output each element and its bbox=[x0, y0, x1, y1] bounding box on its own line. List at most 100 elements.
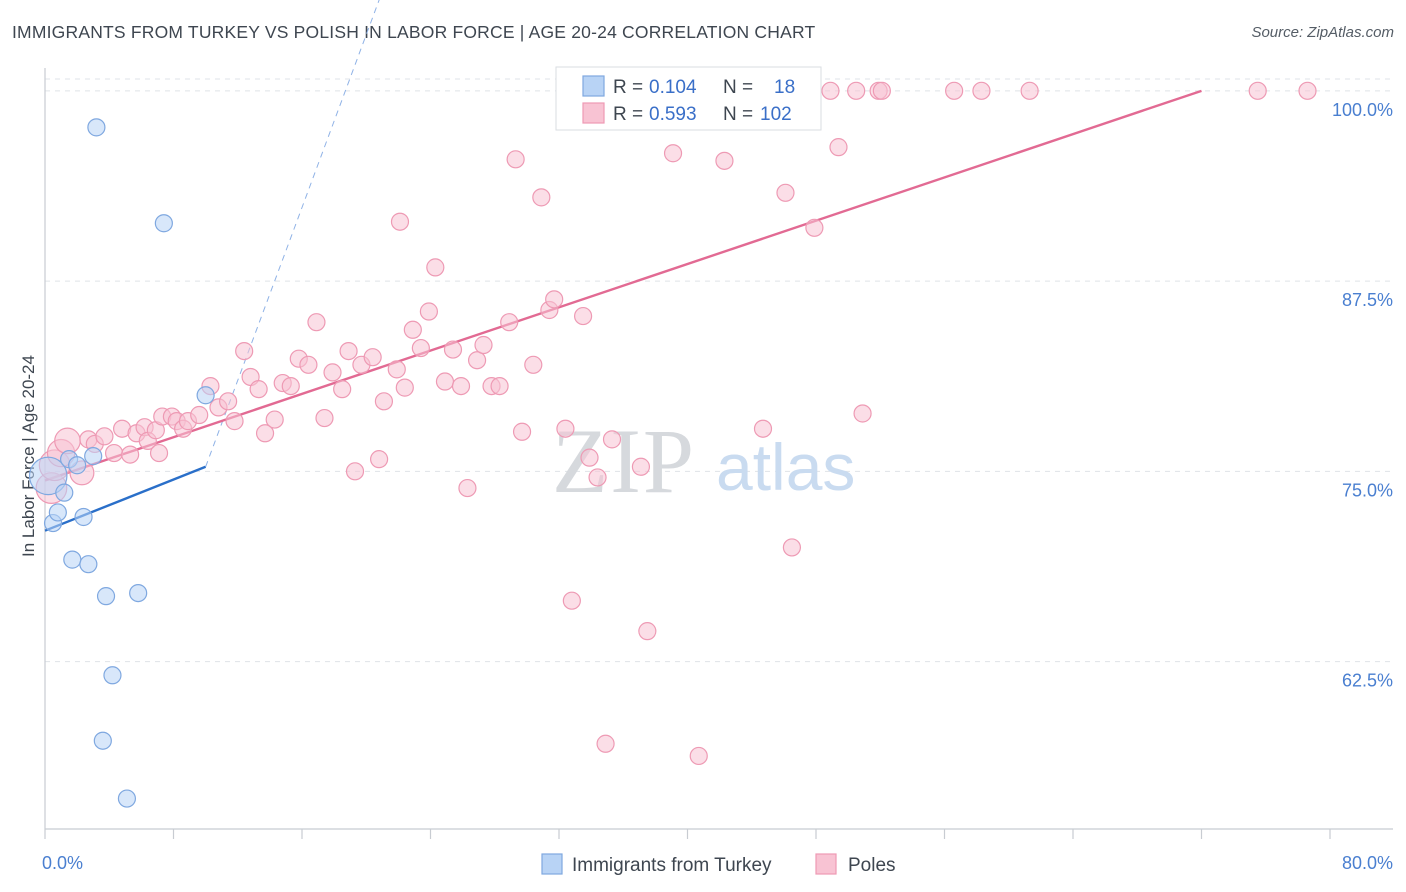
source-credit: Source: ZipAtlas.com bbox=[1251, 24, 1394, 41]
data-point-poles bbox=[387, 360, 406, 379]
data-point-poles bbox=[426, 258, 445, 277]
legend-r-label-turkey: R = bbox=[613, 77, 643, 98]
legend-bottom-swatch-poles bbox=[815, 853, 837, 875]
data-point-poles bbox=[345, 462, 365, 481]
data-point-turkey bbox=[68, 456, 87, 475]
data-point-poles bbox=[190, 405, 209, 425]
data-point-poles bbox=[458, 478, 477, 498]
y-tick-label: 100.0% bbox=[1332, 100, 1393, 120]
data-point-poles bbox=[307, 313, 326, 332]
data-point-poles bbox=[872, 81, 891, 100]
data-point-poles bbox=[631, 457, 651, 476]
data-point-turkey bbox=[117, 789, 137, 808]
legend-swatch-turkey bbox=[582, 75, 605, 97]
data-point-poles bbox=[776, 183, 795, 202]
data-point-poles bbox=[333, 380, 352, 399]
data-point-turkey bbox=[103, 666, 122, 685]
data-point-poles bbox=[689, 746, 708, 766]
data-point-poles bbox=[225, 412, 244, 431]
data-point-turkey bbox=[96, 587, 116, 606]
data-point-poles bbox=[265, 410, 284, 429]
data-point-poles bbox=[95, 427, 114, 446]
data-point-poles bbox=[506, 150, 525, 169]
data-point-poles bbox=[580, 448, 599, 467]
data-point-poles bbox=[419, 302, 438, 321]
data-point-turkey bbox=[93, 731, 112, 750]
watermark-zip: ZIP bbox=[552, 410, 696, 512]
data-point-turkey bbox=[84, 447, 103, 466]
data-point-turkey bbox=[129, 583, 148, 603]
data-point-poles bbox=[853, 404, 872, 423]
data-point-poles bbox=[121, 445, 140, 464]
data-point-poles bbox=[847, 81, 866, 100]
data-point-poles bbox=[715, 151, 734, 170]
data-point-poles bbox=[545, 290, 564, 309]
data-point-poles bbox=[403, 320, 422, 339]
y-tick-label: 75.0% bbox=[1342, 480, 1393, 500]
series-turkey-trend bbox=[44, 0, 380, 532]
legend-swatch-poles bbox=[582, 102, 605, 124]
data-point-poles bbox=[323, 363, 342, 382]
data-point-turkey bbox=[63, 550, 82, 569]
data-point-poles bbox=[395, 378, 414, 397]
data-point-poles bbox=[281, 376, 300, 396]
data-point-turkey bbox=[28, 456, 68, 496]
data-point-poles bbox=[467, 351, 487, 370]
data-point-poles bbox=[451, 376, 471, 396]
data-point-poles bbox=[235, 341, 254, 361]
y-tick-label: 62.5% bbox=[1342, 671, 1393, 691]
data-point-poles bbox=[562, 591, 581, 610]
legend-n-value-poles: 102 bbox=[760, 104, 792, 125]
legend-n-value-turkey: 18 bbox=[774, 77, 795, 98]
data-point-poles bbox=[524, 355, 543, 374]
data-point-poles bbox=[299, 355, 318, 374]
legend-bottom-label-turkey: Immigrants from Turkey bbox=[572, 855, 772, 876]
data-point-poles bbox=[54, 427, 81, 455]
data-point-turkey bbox=[154, 214, 173, 233]
data-point-turkey bbox=[87, 118, 106, 137]
data-point-poles bbox=[490, 376, 509, 396]
legend-stats-box: R = 0.104 N = 18 R = 0.593 N = 102 bbox=[555, 66, 822, 131]
x-tick-label-max: 80.0% bbox=[1342, 853, 1393, 873]
data-point-poles bbox=[411, 338, 430, 358]
data-point-poles bbox=[753, 419, 773, 438]
legend-bottom: Immigrants from Turkey Poles bbox=[541, 853, 896, 876]
legend-r-value-poles: 0.593 bbox=[649, 104, 697, 125]
watermark-atlas: atlas bbox=[716, 430, 855, 504]
legend-r-value-turkey: 0.104 bbox=[649, 77, 697, 98]
x-axis bbox=[44, 828, 1393, 839]
series-turkey-points bbox=[28, 118, 215, 808]
x-tick-label-min: 0.0% bbox=[42, 853, 83, 873]
data-point-turkey bbox=[55, 483, 74, 502]
data-point-poles bbox=[315, 408, 334, 428]
data-point-poles bbox=[255, 424, 275, 443]
data-point-poles bbox=[945, 81, 964, 100]
data-point-poles bbox=[972, 81, 991, 100]
data-point-poles bbox=[249, 380, 268, 399]
series-poles-points bbox=[35, 81, 1317, 766]
data-point-turkey bbox=[79, 555, 98, 574]
legend-bottom-label-poles: Poles bbox=[848, 855, 896, 876]
data-point-poles bbox=[1020, 81, 1039, 100]
data-point-poles bbox=[821, 81, 840, 100]
data-point-poles bbox=[363, 348, 382, 367]
chart-title: IMMIGRANTS FROM TURKEY VS POLISH IN LABO… bbox=[12, 22, 816, 42]
data-point-turkey bbox=[48, 503, 67, 522]
data-point-poles bbox=[829, 138, 848, 157]
data-point-poles bbox=[532, 188, 551, 207]
data-point-poles bbox=[500, 313, 519, 332]
data-point-poles bbox=[805, 218, 824, 237]
data-point-poles bbox=[782, 538, 802, 557]
legend-r-label-poles: R = bbox=[613, 104, 643, 125]
data-point-poles bbox=[443, 340, 463, 359]
data-point-poles bbox=[512, 422, 532, 441]
data-point-poles bbox=[573, 306, 593, 326]
data-point-poles bbox=[149, 443, 169, 463]
data-point-poles bbox=[104, 443, 124, 463]
data-point-poles bbox=[390, 212, 410, 231]
data-point-poles bbox=[339, 341, 358, 361]
data-point-poles bbox=[602, 430, 622, 449]
data-point-poles bbox=[663, 144, 683, 163]
data-point-poles bbox=[1298, 81, 1317, 100]
